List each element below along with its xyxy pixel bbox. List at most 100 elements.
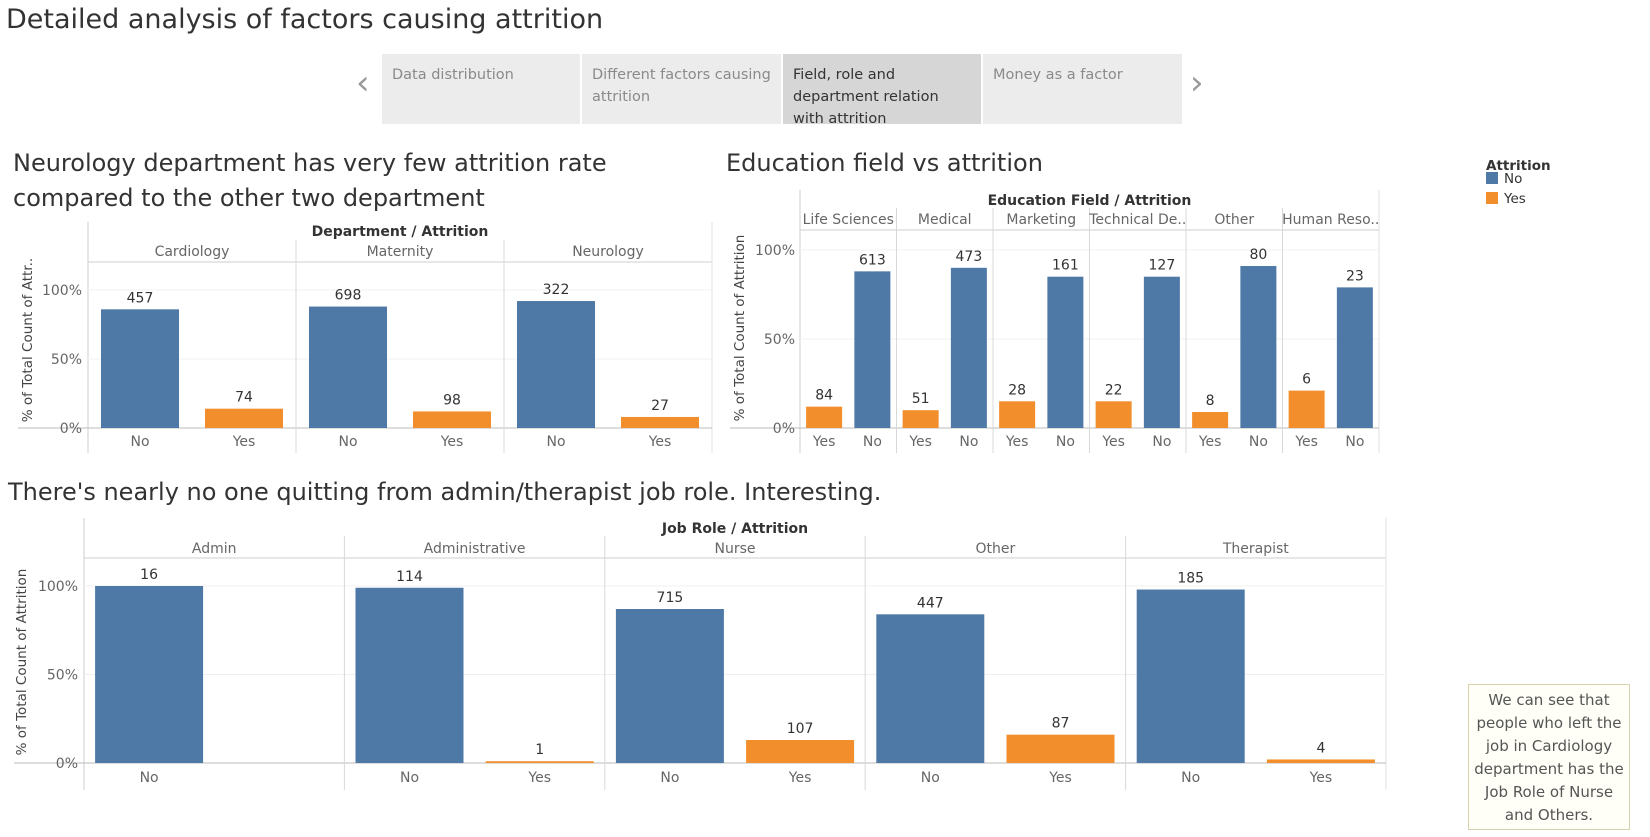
department-bar-neurology-no <box>517 301 595 428</box>
jobrole-group-label: Therapist <box>1222 541 1289 557</box>
department-data-label: 457 <box>127 290 154 306</box>
department-data-label: 98 <box>443 392 461 408</box>
education-bar-life-sciences-yes <box>806 406 843 428</box>
education-xtick-label: No <box>1345 434 1364 450</box>
education-group-label: Medical <box>918 212 972 228</box>
jobrole-data-label: 4 <box>1316 740 1325 756</box>
jobrole-ytick-label: 100% <box>38 579 78 595</box>
education-group-label: Life Sciences <box>803 212 894 228</box>
education-group-label: Technical De.. <box>1088 212 1186 228</box>
education-bar-life-sciences-no <box>854 271 891 428</box>
jobrole-group-label: Other <box>976 541 1016 557</box>
jobrole-bar-nurse-no <box>615 609 724 763</box>
jobrole-xtick-label: No <box>660 770 679 786</box>
education-bar-medical-yes <box>902 410 939 428</box>
chevron-left-icon[interactable]: ‹ <box>356 63 370 103</box>
education-data-label: 51 <box>912 391 930 407</box>
education-data-label: 161 <box>1052 258 1079 274</box>
education-xtick-label: No <box>959 434 978 450</box>
annotation-box: We can see that people who left the job … <box>1468 684 1630 830</box>
jobrole-data-label: 107 <box>787 721 814 737</box>
department-bar-cardiology-no <box>101 309 179 428</box>
department-xtick-label: Yes <box>648 434 672 450</box>
department-xtick-label: No <box>338 434 357 450</box>
jobrole-group-label: Nurse <box>714 541 755 557</box>
education-group-label: Human Reso.. <box>1282 212 1379 228</box>
education-xtick-label: No <box>1152 434 1171 450</box>
education-xtick-label: No <box>1056 434 1075 450</box>
jobrole-bar-admin-no <box>95 586 204 763</box>
legend-item-yes[interactable]: Yes <box>1486 191 1526 207</box>
jobrole-xtick-label: Yes <box>788 770 812 786</box>
chevron-right-icon[interactable]: › <box>1190 63 1204 103</box>
jobrole-group-label: Administrative <box>424 541 526 557</box>
department-bar-maternity-yes <box>413 411 491 428</box>
legend-item-no[interactable]: No <box>1486 171 1522 187</box>
jobrole-bar-administrative-no <box>355 587 464 763</box>
legend-swatch-no <box>1486 172 1498 184</box>
jobrole-data-label: 1 <box>535 742 544 758</box>
education-data-label: 127 <box>1149 258 1176 274</box>
jobrole-data-label: 16 <box>140 567 158 583</box>
education-data-label: 84 <box>815 388 833 404</box>
department-xtick-label: No <box>130 434 149 450</box>
education-bar-technical-de--yes <box>1095 401 1132 428</box>
jobrole-data-label: 114 <box>396 569 423 585</box>
education-bar-other-no <box>1240 266 1277 428</box>
jobrole-bar-therapist-yes <box>1266 759 1375 763</box>
education-xtick-label: Yes <box>1294 434 1318 450</box>
education-data-label: 22 <box>1105 382 1123 398</box>
department-group-label: Neurology <box>572 244 644 260</box>
jobrole-group-label: Admin <box>192 541 237 557</box>
department-bar-neurology-yes <box>621 416 699 428</box>
jobrole-data-label: 87 <box>1052 716 1070 732</box>
tab-money-as-factor[interactable]: Money as a factor <box>983 54 1182 124</box>
legend-swatch-yes <box>1486 192 1498 204</box>
education-data-label: 613 <box>859 252 886 268</box>
department-data-label: 322 <box>543 282 570 298</box>
department-data-label: 27 <box>651 398 669 414</box>
jobrole-bar-nurse-yes <box>746 739 855 763</box>
education-bar-technical-de--no <box>1143 276 1180 428</box>
jobrole-bar-other-no <box>876 614 985 763</box>
tab-different-factors[interactable]: Different factors causing attrition <box>582 54 781 124</box>
jobrole-data-label: 185 <box>1177 571 1204 587</box>
jobrole-ytick-label: 0% <box>56 756 78 772</box>
tab-data-distribution[interactable]: Data distribution <box>382 54 580 124</box>
education-data-label: 80 <box>1249 247 1267 263</box>
page-title: Detailed analysis of factors causing att… <box>6 4 604 35</box>
department-header: Department / Attrition <box>312 224 489 240</box>
jobrole-xtick-label: No <box>921 770 940 786</box>
education-bar-other-yes <box>1192 411 1229 428</box>
jobrole-data-label: 715 <box>657 590 684 606</box>
jobrole-section-title: There's nearly no one quitting from admi… <box>8 478 882 506</box>
education-bar-medical-no <box>950 267 987 428</box>
department-xtick-label: No <box>546 434 565 450</box>
jobrole-ytick-label: 50% <box>47 668 78 684</box>
jobrole-ylabel: % of Total Count of Attrition <box>14 569 30 756</box>
jobrole-xtick-label: Yes <box>527 770 551 786</box>
education-data-label: 6 <box>1302 372 1311 388</box>
education-bar-marketing-no <box>1047 276 1084 428</box>
tab-field-role-department[interactable]: Field, role and department relation with… <box>783 54 981 127</box>
department-ytick-label: 100% <box>42 283 82 299</box>
jobrole-xtick-label: No <box>1181 770 1200 786</box>
education-ytick-label: 0% <box>773 421 795 437</box>
education-ylabel: % of Total Count of Attrition <box>732 235 748 422</box>
education-data-label: 8 <box>1206 393 1215 409</box>
education-data-label: 28 <box>1008 382 1026 398</box>
jobrole-header: Job Role / Attrition <box>661 521 808 537</box>
jobrole-xtick-label: No <box>140 770 159 786</box>
department-group-label: Maternity <box>367 244 434 260</box>
education-header: Education Field / Attrition <box>988 193 1192 209</box>
department-bar-maternity-no <box>309 306 387 428</box>
education-group-label: Other <box>1214 212 1254 228</box>
education-xtick-label: No <box>863 434 882 450</box>
education-data-label: 23 <box>1346 268 1364 284</box>
education-bar-marketing-yes <box>999 401 1036 428</box>
department-data-label: 74 <box>235 390 253 406</box>
jobrole-xtick-label: Yes <box>1048 770 1072 786</box>
department-bar-cardiology-yes <box>205 408 283 428</box>
department-data-label: 698 <box>335 288 362 304</box>
